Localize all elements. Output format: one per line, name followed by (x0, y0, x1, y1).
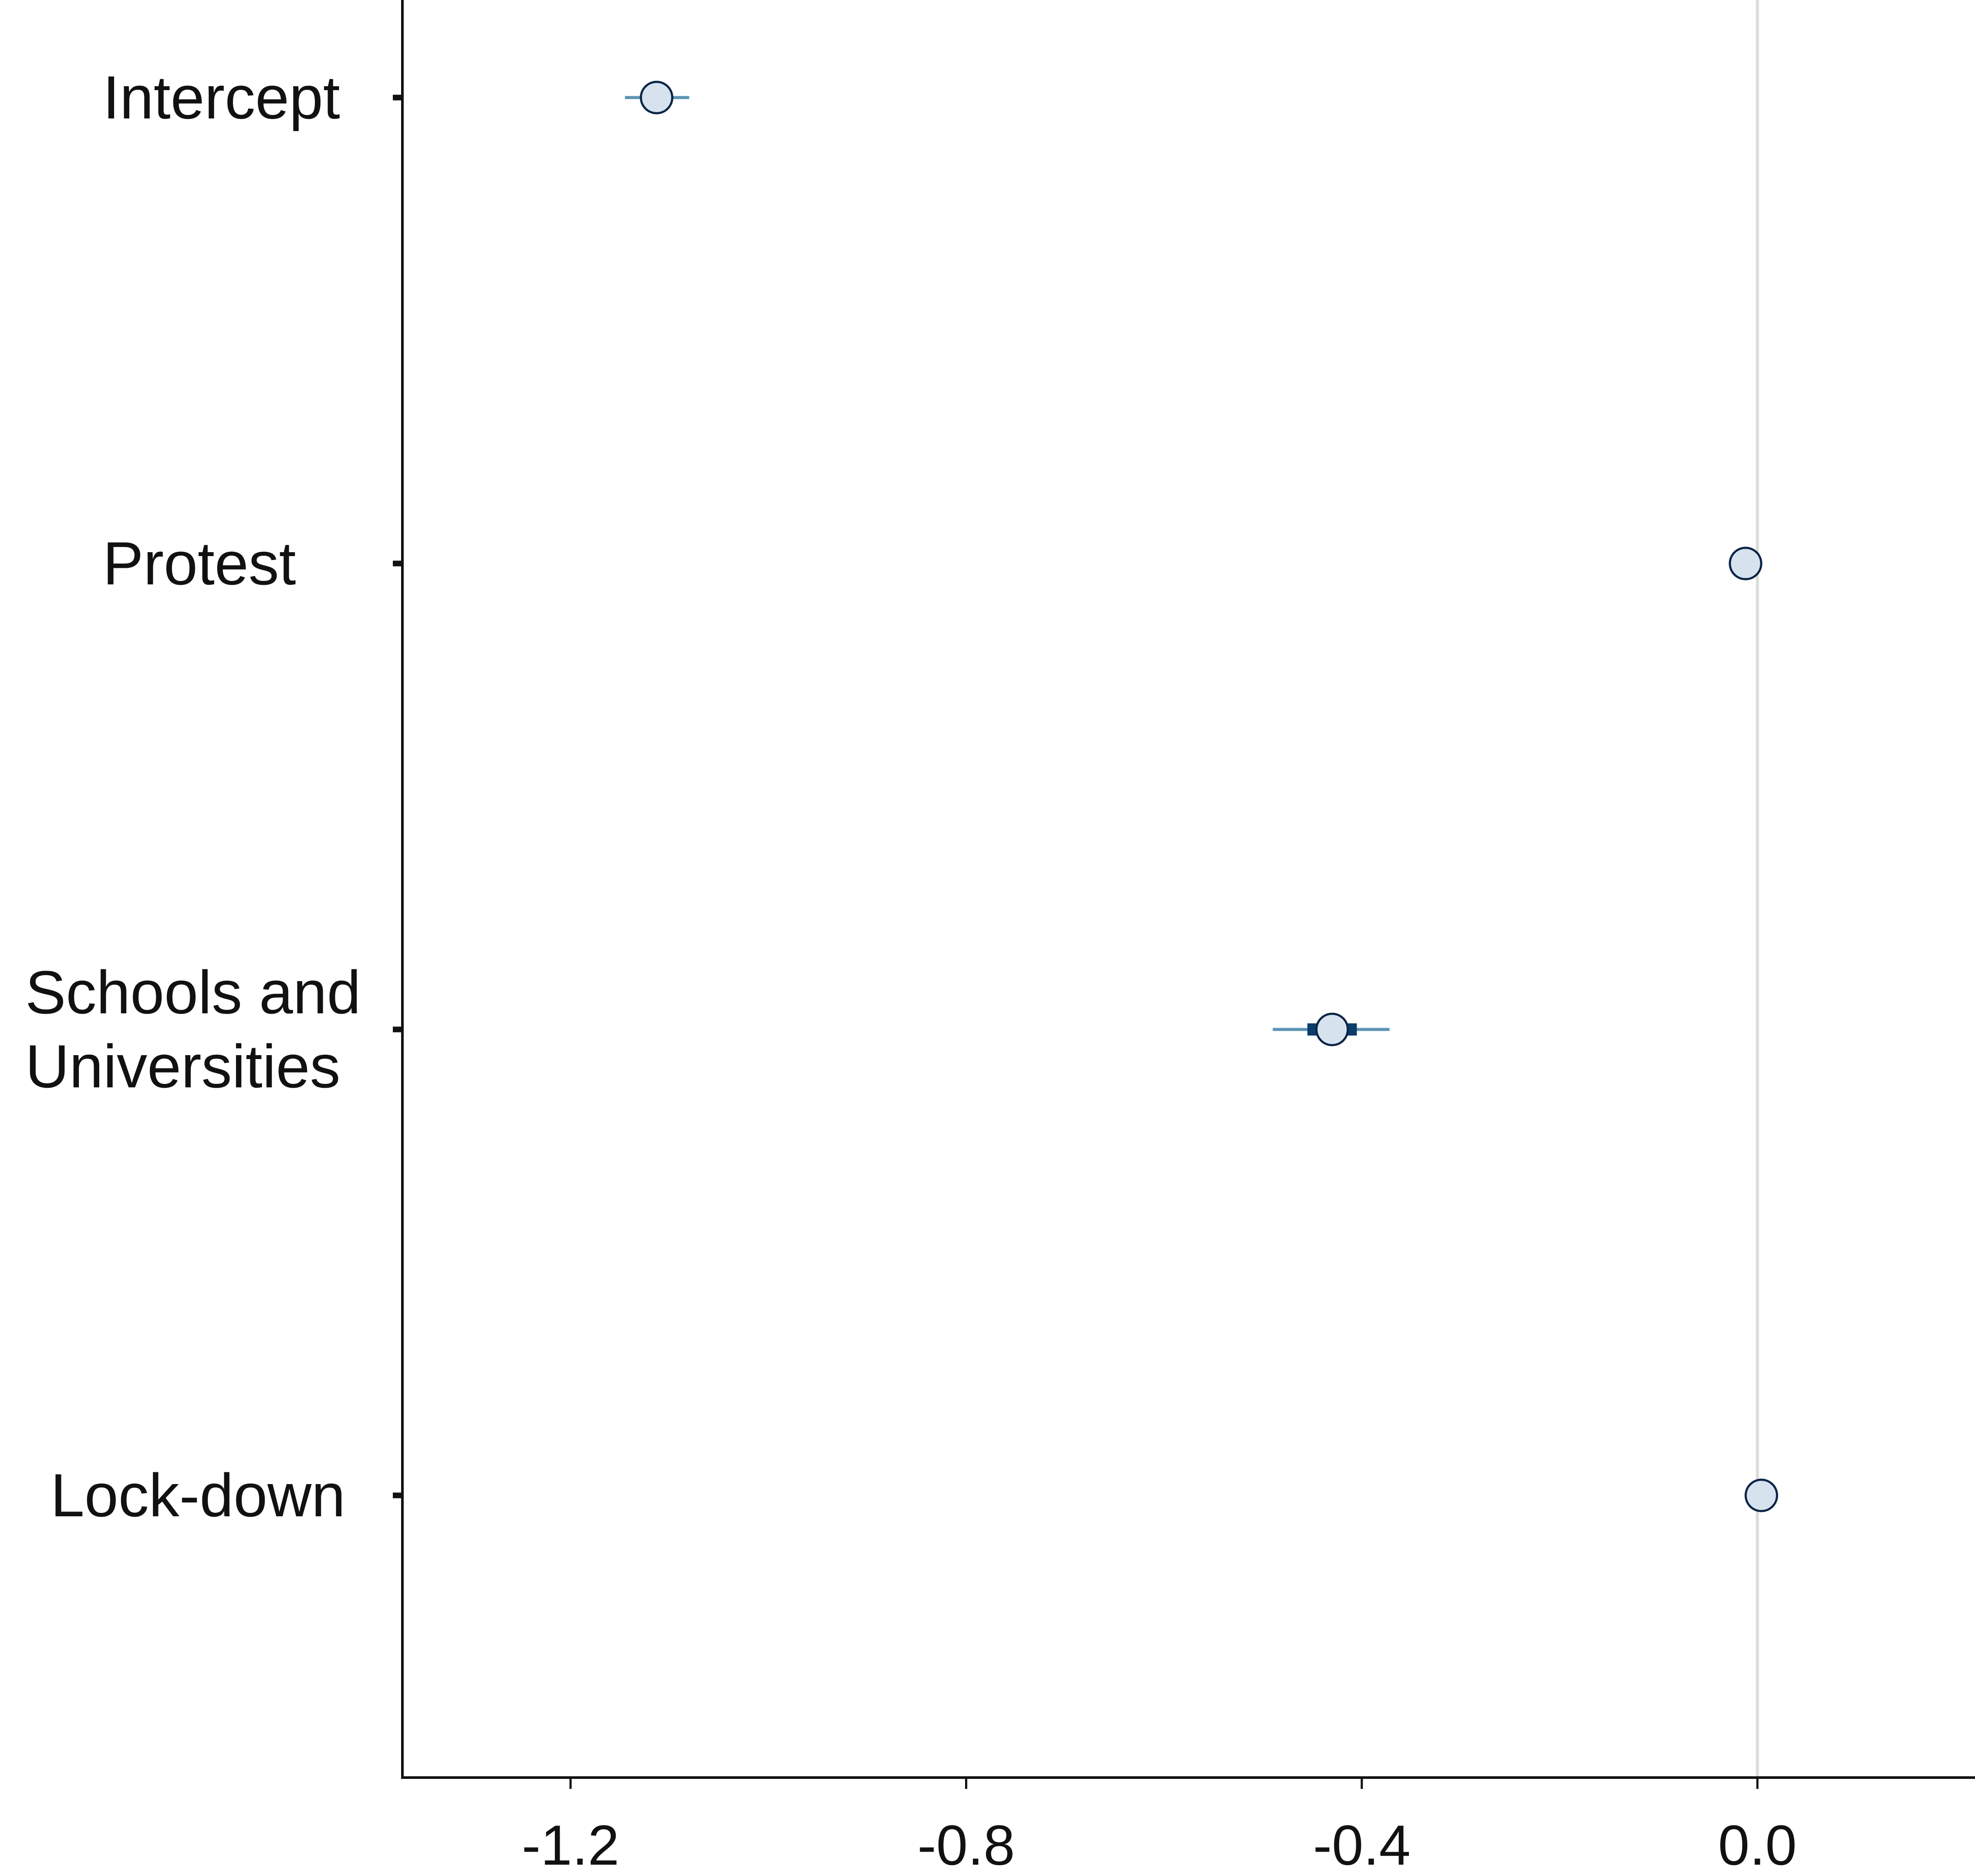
x-tick-label: 0.0 (1718, 1813, 1797, 1876)
point-estimate (1744, 1478, 1778, 1512)
point-estimate (1729, 547, 1762, 580)
x-tick-label: -0.4 (1313, 1813, 1411, 1876)
y-axis-ticks (393, 94, 402, 1498)
category-label: Protest (103, 529, 296, 597)
x-tick-label: -1.2 (522, 1813, 619, 1876)
x-tick-label: -0.8 (918, 1813, 1015, 1876)
point-estimate (1315, 1012, 1349, 1046)
x-axis-ticks: -1.2 -0.8 -0.4 0.0 (522, 1778, 1797, 1876)
category-label: Lock-down (51, 1461, 345, 1529)
points-group (640, 81, 1778, 1512)
category-label: Schools and (25, 958, 361, 1026)
point-estimate (640, 81, 674, 115)
category-label: Universities (25, 1032, 341, 1100)
category-label: Intercept (103, 63, 340, 132)
